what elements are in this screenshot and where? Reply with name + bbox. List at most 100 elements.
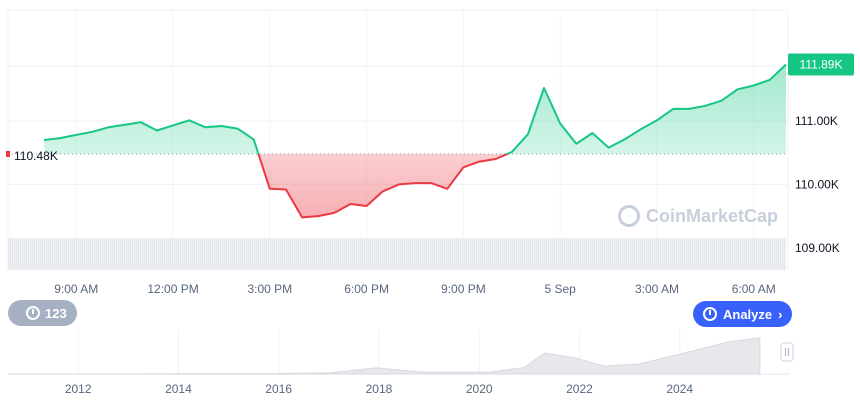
volume-bar	[16, 238, 17, 270]
volume-bar	[248, 238, 249, 270]
volume-bar	[744, 238, 745, 270]
volume-bar	[270, 239, 271, 270]
volume-bar	[604, 238, 605, 270]
chevron-right-icon: ›	[778, 306, 783, 322]
volume-bar	[40, 239, 41, 270]
volume-bar	[708, 239, 709, 270]
baseline-label: 110.48K	[14, 149, 58, 163]
volume-bar	[576, 238, 577, 270]
volume-bar	[610, 239, 611, 270]
volume-bar	[108, 238, 109, 270]
volume-bar	[666, 239, 667, 270]
volume-bar	[142, 238, 143, 270]
volume-bar	[784, 240, 785, 270]
volume-bar	[432, 239, 433, 270]
volume-bar	[388, 238, 389, 270]
volume-bar	[622, 238, 623, 270]
volume-bar	[662, 239, 663, 270]
volume-bar	[42, 240, 43, 270]
volume-bar	[268, 238, 269, 270]
volume-bar	[208, 239, 209, 270]
volume-bar	[156, 238, 157, 270]
volume-bar	[428, 239, 429, 270]
volume-bar	[418, 239, 419, 270]
range-navigator[interactable]: 2012 2014 2016 2018 2020 2022 2024	[8, 330, 794, 396]
volume-bar	[168, 240, 169, 270]
volume-bar	[726, 239, 727, 270]
volume-bar	[694, 239, 695, 270]
volume-bar	[50, 239, 51, 270]
volume-bar	[470, 239, 471, 270]
volume-bar	[174, 238, 175, 270]
volume-bar	[226, 238, 227, 270]
history-button[interactable]: 123	[8, 300, 77, 326]
volume-bar	[312, 239, 313, 270]
volume-bar	[314, 238, 315, 270]
volume-bar	[122, 238, 123, 270]
volume-bar	[772, 238, 773, 270]
volume-bar	[740, 239, 741, 270]
volume-bar	[70, 240, 71, 270]
volume-bar	[440, 238, 441, 270]
price-line-up	[43, 63, 787, 154]
volume-bar	[284, 239, 285, 270]
volume-bar	[246, 239, 247, 270]
volume-bar	[410, 239, 411, 270]
volume-bar	[394, 238, 395, 270]
volume-bar	[478, 238, 479, 270]
volume-bar	[530, 239, 531, 270]
volume-bar	[134, 239, 135, 270]
volume-bar	[416, 238, 417, 270]
volume-bar	[664, 238, 665, 270]
volume-bar	[782, 239, 783, 270]
volume-bar	[412, 238, 413, 270]
volume-bar	[172, 239, 173, 270]
volume-bar	[728, 240, 729, 270]
volume-bar	[560, 240, 561, 270]
volume-bar	[146, 238, 147, 270]
volume-bar	[44, 238, 45, 270]
volume-bar	[24, 238, 25, 270]
volume-bar	[736, 239, 737, 270]
volume-bar	[330, 239, 331, 270]
volume-bar	[720, 238, 721, 270]
volume-bar	[724, 238, 725, 270]
volume-bar	[674, 238, 675, 270]
analyze-button[interactable]: Analyze ›	[693, 301, 793, 327]
volume-bar	[572, 239, 573, 270]
x-tick-label: 6:00 PM	[344, 282, 389, 296]
price-lines	[43, 63, 787, 219]
volume-bar	[310, 238, 311, 270]
volume-bar	[190, 239, 191, 270]
volume-bar	[232, 239, 233, 270]
volume-bar	[96, 239, 97, 270]
volume-bar	[584, 238, 585, 270]
volume-bar	[734, 238, 735, 270]
x-tick-label: 3:00 PM	[247, 282, 292, 296]
volume-bar	[498, 239, 499, 270]
volume-bar	[114, 238, 115, 270]
volume-bar	[294, 240, 295, 270]
volume-bar	[552, 238, 553, 270]
volume-bar	[444, 238, 445, 270]
volume-bar	[648, 239, 649, 270]
volume-bar	[244, 238, 245, 270]
volume-bar	[704, 239, 705, 270]
volume-bar	[574, 240, 575, 270]
volume-bar	[658, 240, 659, 270]
volume-bar	[316, 239, 317, 270]
volume-bar	[304, 238, 305, 270]
volume-bar	[34, 238, 35, 270]
volume-bar	[296, 238, 297, 270]
volume-bar	[18, 239, 19, 270]
volume-bar	[56, 240, 57, 270]
volume-bar	[260, 239, 261, 270]
volume-bar	[562, 238, 563, 270]
volume-bar	[386, 239, 387, 270]
volume-bar	[354, 239, 355, 270]
area-up	[44, 64, 786, 154]
volume-bar	[546, 240, 547, 270]
volume-bar	[524, 238, 525, 270]
volume-bar	[254, 238, 255, 270]
